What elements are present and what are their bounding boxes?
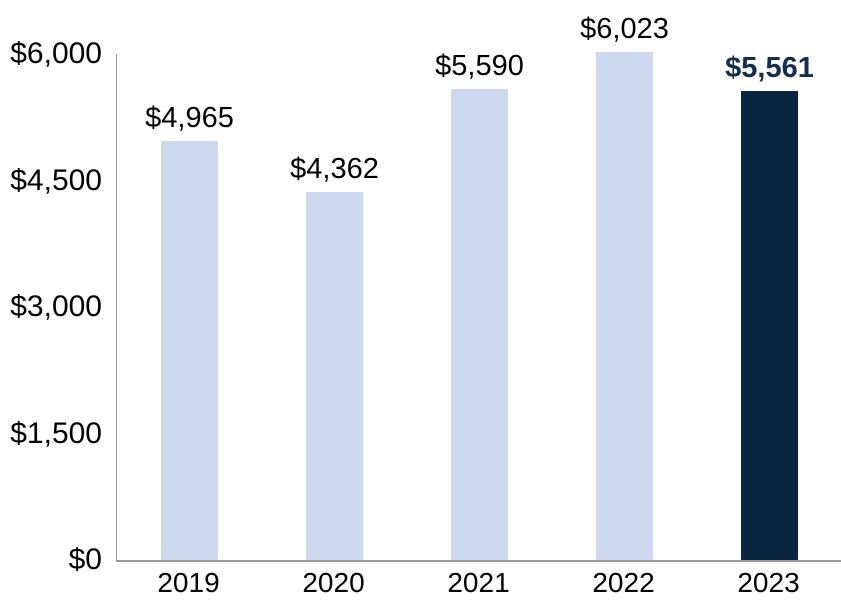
- bar-value-label: $4,362: [290, 153, 379, 186]
- x-tick-label: 2021: [447, 567, 510, 598]
- bar-value-label: $4,965: [145, 102, 234, 135]
- y-tick-label: $1,500: [10, 416, 102, 450]
- x-tick-label: 2019: [157, 567, 220, 598]
- y-tick-label: $4,500: [10, 163, 102, 197]
- bar-2019: [161, 141, 218, 560]
- bar-value-label: $5,561: [725, 52, 814, 85]
- plot-area: $4,965 $4,362 $5,590 $6,023 $5,561: [116, 13, 841, 562]
- bar-2022: [596, 52, 653, 560]
- y-tick-label: $3,000: [10, 290, 102, 323]
- y-tick-label: $0: [68, 543, 102, 576]
- bar-value-label: $5,590: [435, 49, 524, 82]
- x-tick-label: 2020: [302, 567, 365, 598]
- bar-2021: [451, 88, 508, 560]
- bar-value-label: $6,023: [580, 13, 669, 46]
- bar-2023: [741, 91, 798, 560]
- x-tick-label: 2022: [592, 567, 655, 598]
- y-tick-label: $6,000: [10, 37, 102, 70]
- bar-2020: [306, 192, 363, 560]
- x-tick-label: 2023: [737, 567, 800, 598]
